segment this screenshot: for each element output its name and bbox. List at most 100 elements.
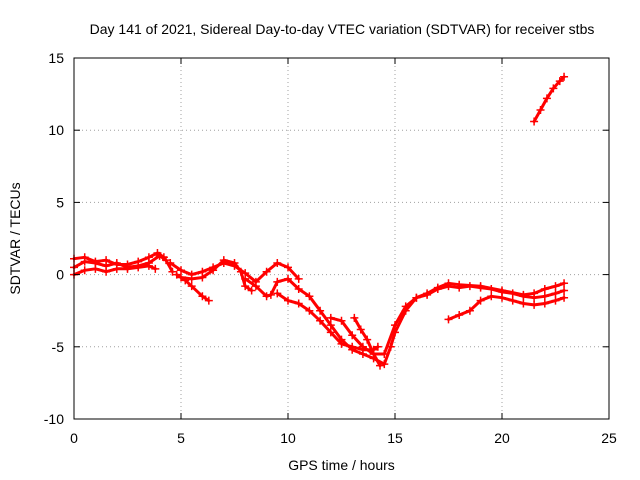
series-track-7 [241, 274, 569, 369]
data-point [219, 256, 228, 265]
data-point [551, 296, 560, 305]
data-point [294, 285, 303, 294]
x-tick-label: 20 [494, 430, 510, 446]
data-point [380, 360, 389, 369]
y-tick-label: 15 [48, 50, 64, 66]
tick-layer: 0 5 10 15 20 25 -10 -5 0 5 10 15 [44, 50, 617, 446]
data-point [444, 279, 453, 288]
data-point [177, 266, 185, 275]
data-point [230, 259, 239, 268]
data-point [251, 282, 260, 291]
data-point [151, 264, 160, 273]
y-tick-label: 0 [56, 267, 64, 283]
data-point [305, 292, 314, 301]
grid-layer [74, 58, 609, 419]
data-point [348, 331, 357, 340]
data-point [560, 293, 569, 302]
data-point [363, 335, 372, 344]
data-point [540, 299, 549, 308]
x-tick-label: 0 [70, 430, 78, 446]
data-point [159, 253, 168, 262]
data-point [198, 292, 207, 301]
data-point [401, 302, 410, 311]
data-point [551, 289, 560, 298]
data-point [540, 285, 549, 294]
data-point [530, 117, 539, 126]
data-point [326, 328, 335, 337]
data-point [455, 311, 464, 320]
data-point [284, 296, 292, 305]
data-point [337, 339, 346, 348]
data-point [80, 253, 89, 262]
series-track-11 [444, 292, 569, 324]
data-point [209, 266, 218, 275]
data-point [273, 259, 282, 268]
data-point [555, 77, 564, 86]
series-line [447, 294, 566, 321]
data-point [144, 253, 153, 262]
data-point [166, 259, 175, 268]
y-tick-label: 5 [56, 194, 64, 210]
data-point [134, 263, 143, 272]
y-axis-label: SDTVAR / TECUs [7, 182, 23, 294]
data-point [560, 286, 569, 295]
data-point [316, 306, 325, 315]
series-track-6 [177, 256, 256, 295]
data-point [358, 342, 367, 351]
y-tick-label: 10 [48, 122, 64, 138]
y-tick-label: -5 [52, 339, 65, 355]
data-point [273, 277, 282, 286]
data-point [172, 270, 181, 279]
data-point [498, 293, 506, 302]
data-point [549, 84, 558, 93]
data-point [337, 316, 346, 325]
data-point [91, 264, 100, 273]
data-point [530, 289, 539, 298]
data-point [273, 289, 282, 298]
data-point [236, 267, 245, 276]
data-point [294, 274, 303, 283]
data-point [369, 350, 378, 359]
data-point [102, 256, 111, 265]
data-point [204, 296, 213, 305]
data-point [519, 299, 528, 308]
data-point [487, 292, 496, 301]
data-point [198, 273, 207, 282]
data-point [498, 286, 506, 295]
data-point [412, 293, 421, 302]
data-point [102, 267, 111, 276]
data-point [112, 264, 121, 273]
x-axis-label: GPS time / hours [288, 457, 395, 473]
data-point [508, 296, 517, 305]
data-point [123, 264, 132, 273]
x-tick-label: 25 [601, 430, 617, 446]
data-point [168, 267, 177, 276]
x-tick-label: 10 [280, 430, 296, 446]
data-point [153, 248, 162, 257]
data-point [294, 299, 303, 308]
data-point [423, 289, 432, 298]
chart-title: Day 141 of 2021, Sidereal Day-to-day VTE… [90, 21, 595, 37]
data-point [356, 325, 365, 334]
data-point [91, 257, 100, 266]
data-point [476, 282, 485, 291]
data-point [262, 267, 271, 276]
data-point [433, 283, 442, 292]
x-tick-label: 15 [387, 430, 403, 446]
plot-frame [73, 57, 610, 420]
data-point [316, 316, 325, 325]
data-point [519, 290, 528, 299]
y-tick-label: -10 [44, 411, 64, 427]
data-point [305, 306, 314, 315]
data-point [391, 321, 399, 330]
data-point [187, 274, 196, 283]
data-point [530, 300, 539, 309]
data-point [177, 273, 185, 282]
data-point [373, 342, 382, 351]
data-point [542, 94, 551, 103]
data-point [247, 286, 256, 295]
data-point [326, 313, 335, 322]
data-point [241, 282, 250, 291]
data-point [326, 321, 335, 330]
